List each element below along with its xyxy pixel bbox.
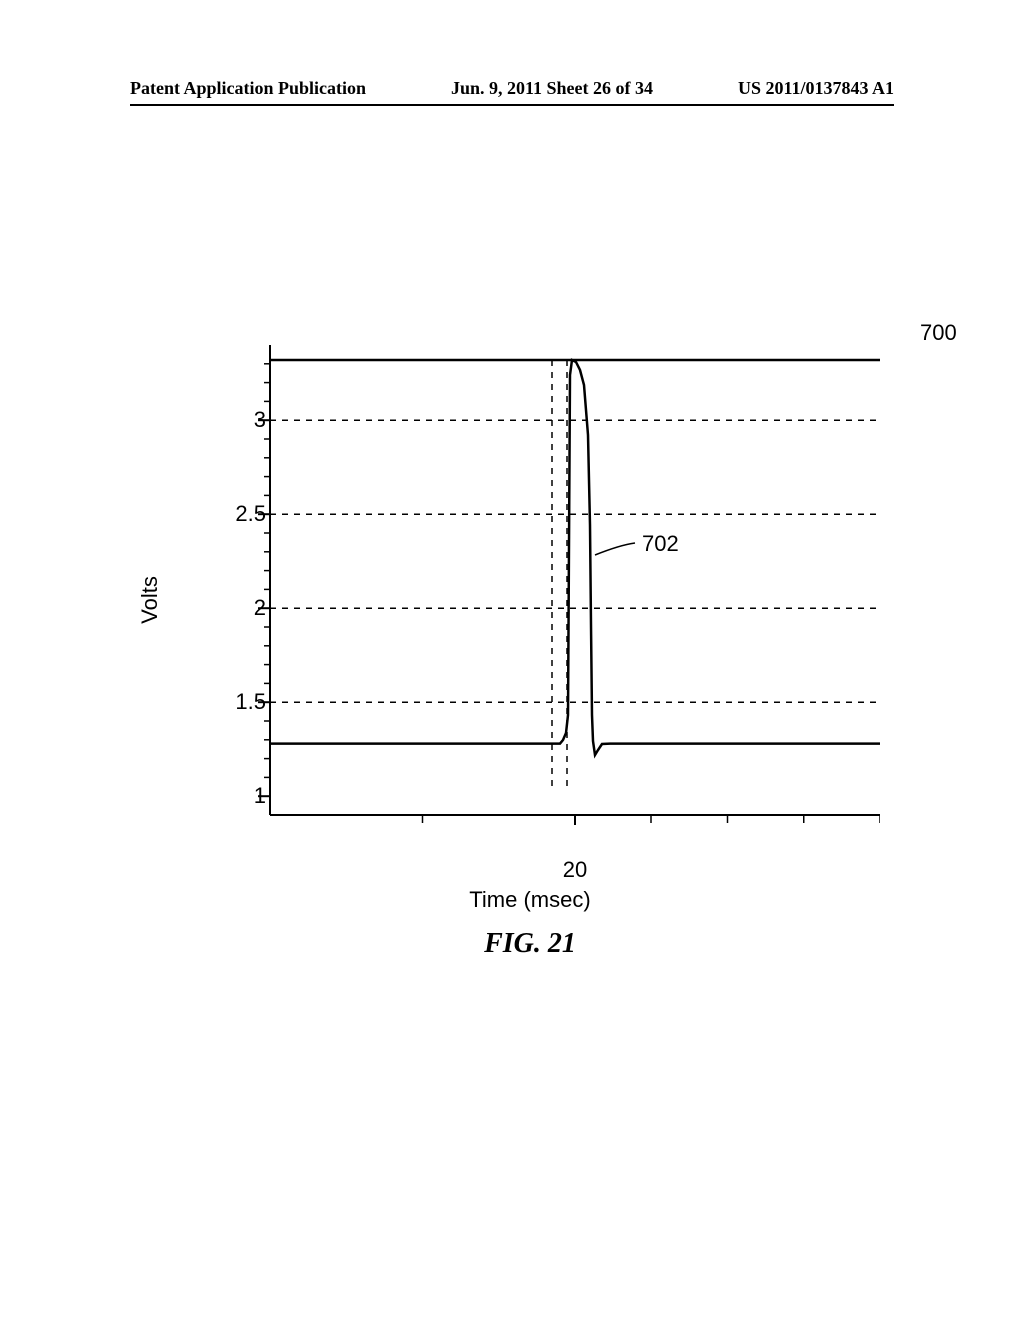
- y-axis-label: Volts: [137, 576, 163, 624]
- y-tick-label: 2.5: [235, 501, 266, 527]
- y-tick-label: 3: [254, 407, 266, 433]
- voltage-chart: [180, 345, 880, 855]
- page-header: Patent Application Publication Jun. 9, 2…: [0, 78, 1024, 99]
- ref-700-label: 700: [920, 320, 957, 346]
- header-underline: [130, 104, 894, 106]
- header-center: Jun. 9, 2011 Sheet 26 of 34: [451, 78, 653, 99]
- ref-702-leader: [595, 543, 635, 555]
- y-tick-label: 1: [254, 783, 266, 809]
- signal-trace: [270, 360, 880, 755]
- header-left: Patent Application Publication: [130, 78, 366, 99]
- y-tick-label: 2: [254, 595, 266, 621]
- x-tick-label: 20: [563, 857, 587, 883]
- x-axis-label: Time (msec): [469, 887, 590, 913]
- y-tick-label: 1.5: [235, 689, 266, 715]
- ref-702-label: 702: [642, 531, 679, 557]
- header-right: US 2011/0137843 A1: [738, 78, 894, 99]
- chart-container: 1 1.5 2 2.5 3 20 Volts Time (msec) 700 7…: [180, 345, 880, 855]
- figure-label: FIG. 21: [484, 928, 576, 960]
